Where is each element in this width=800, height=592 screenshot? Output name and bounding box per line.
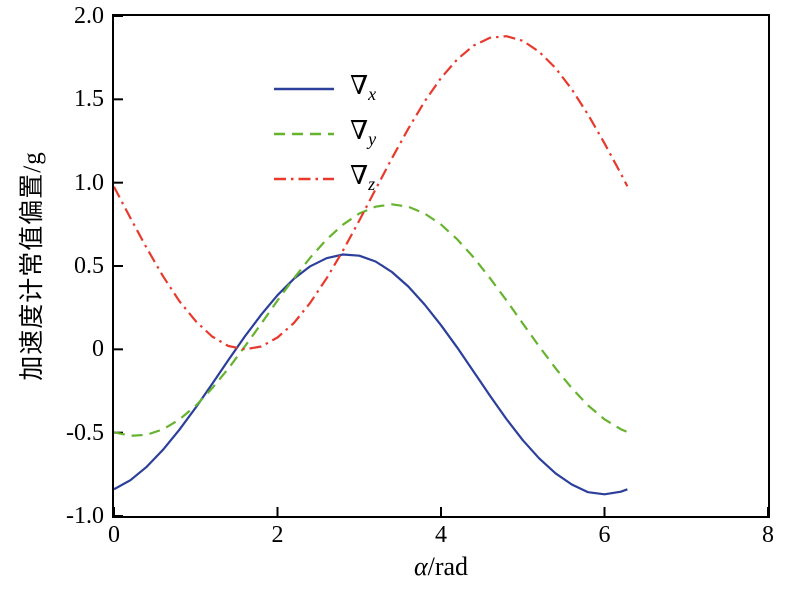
legend-line-sample-x <box>274 87 334 90</box>
series-line-y <box>114 203 628 437</box>
nabla-symbol: ∇ <box>350 71 369 101</box>
y-tick-label: 2.0 <box>74 3 104 29</box>
y-tick-label: -0.5 <box>66 419 104 446</box>
legend-subscript-y: y <box>368 129 377 150</box>
legend-item-z: ∇z <box>274 156 376 201</box>
legend-label-z: ∇z <box>350 161 375 195</box>
x-axis-unit: /rad <box>427 552 469 581</box>
x-axis-variable: α <box>413 552 428 581</box>
legend-item-y: ∇y <box>274 111 376 156</box>
x-tick-label: 2 <box>271 522 284 548</box>
y-tick-label: 1.5 <box>74 86 104 113</box>
legend: ∇x ∇y ∇z <box>274 66 376 201</box>
x-tick-label: 8 <box>762 522 774 548</box>
y-tick-label: 0 <box>92 336 104 363</box>
y-tick-label: 0.5 <box>74 253 104 279</box>
x-tick-label: 0 <box>108 522 120 548</box>
nabla-symbol: ∇ <box>350 116 369 146</box>
legend-subscript-x: x <box>368 84 377 105</box>
legend-label-y: ∇y <box>350 116 376 150</box>
x-axis-label: α/rad <box>112 552 770 582</box>
series-line-z <box>114 35 629 351</box>
legend-line-sample-z <box>274 177 334 180</box>
legend-item-x: ∇x <box>274 66 376 111</box>
y-tick-label: -1.0 <box>66 503 104 529</box>
series-line-x <box>114 253 628 496</box>
nabla-symbol: ∇ <box>350 161 369 191</box>
y-tick-label: 1.0 <box>74 169 104 196</box>
x-tick-label: 4 <box>435 522 447 548</box>
legend-label-x: ∇x <box>350 71 376 105</box>
x-tick-label: 6 <box>598 522 611 548</box>
plot-canvas <box>114 16 768 516</box>
legend-line-sample-y <box>274 132 334 135</box>
legend-subscript-z: z <box>368 174 376 195</box>
plot-area: ∇x ∇y ∇z <box>112 14 770 518</box>
